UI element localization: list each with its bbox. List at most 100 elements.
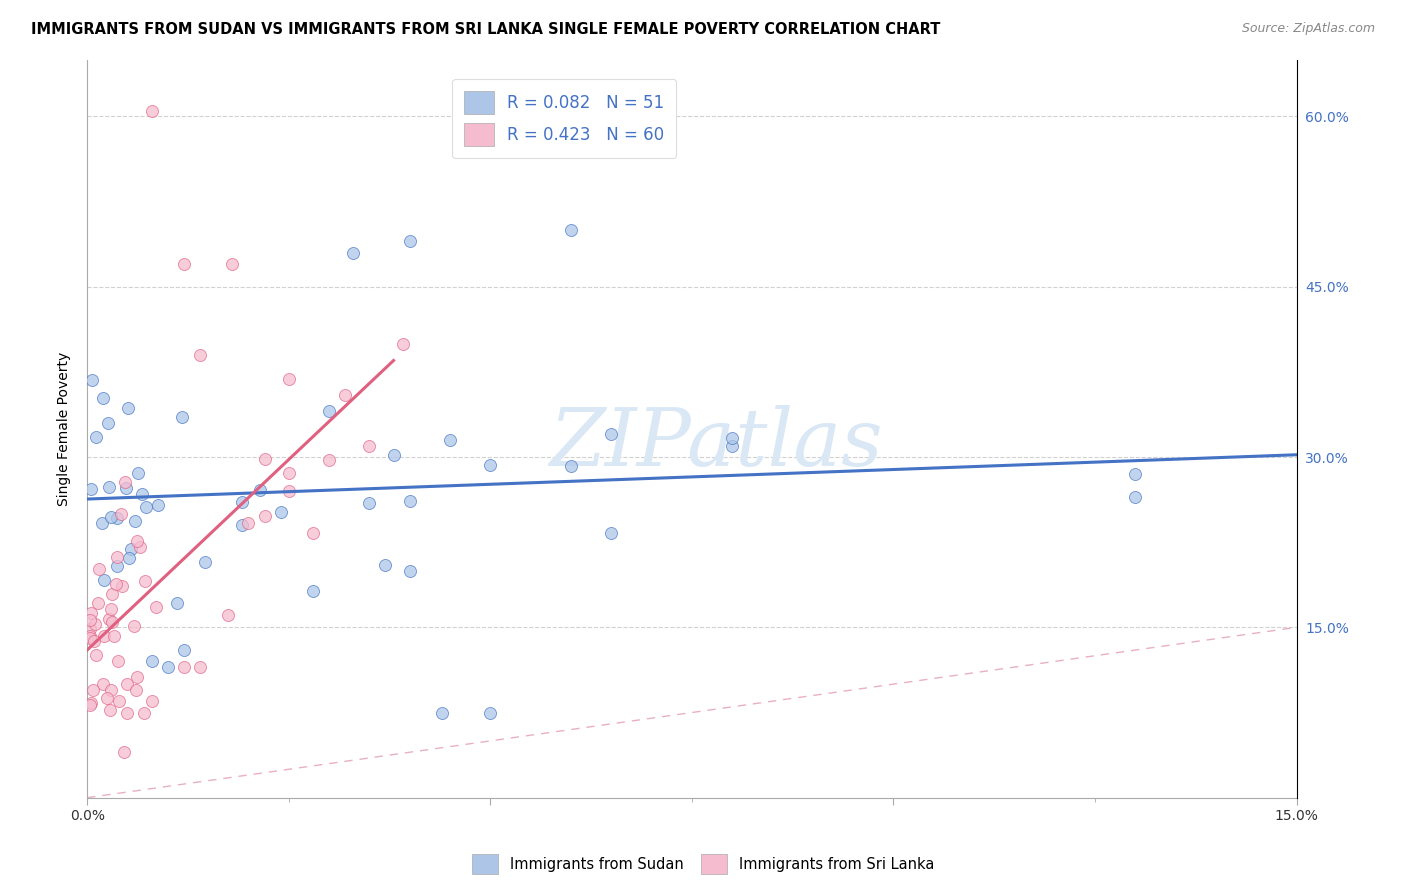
Point <box>105 559 128 574</box>
Point <box>125 670 148 684</box>
Point <box>115 481 138 495</box>
Point <box>439 433 461 447</box>
Point <box>79 698 101 713</box>
Point <box>170 410 193 425</box>
Point <box>135 500 157 515</box>
Point <box>79 632 101 646</box>
Point <box>101 615 124 629</box>
Point <box>302 526 325 541</box>
Point <box>108 694 131 708</box>
Point <box>117 677 139 691</box>
Point <box>134 574 156 589</box>
Point <box>392 336 415 351</box>
Point <box>318 453 340 467</box>
Text: ZIPatlas: ZIPatlas <box>550 405 883 483</box>
Point <box>129 540 152 554</box>
Point <box>277 372 299 386</box>
Legend: R = 0.082   N = 51, R = 0.423   N = 60: R = 0.082 N = 51, R = 0.423 N = 60 <box>453 79 676 158</box>
Point <box>277 467 299 481</box>
Point <box>398 494 420 508</box>
Point <box>253 509 276 524</box>
Point <box>173 643 195 657</box>
Point <box>84 648 107 663</box>
Point <box>479 458 502 472</box>
Point <box>80 607 103 621</box>
Point <box>1125 467 1147 481</box>
Point <box>101 587 124 601</box>
Point <box>83 634 105 648</box>
Point <box>111 579 134 593</box>
Point <box>117 401 139 416</box>
Point <box>600 427 623 442</box>
Point <box>91 391 114 405</box>
Point <box>721 439 744 453</box>
Point <box>107 654 129 668</box>
Point <box>277 484 299 499</box>
Point <box>91 516 114 530</box>
Point <box>127 466 149 480</box>
Point <box>87 596 110 610</box>
Point <box>100 510 122 524</box>
Point <box>173 257 195 271</box>
Point <box>79 622 101 636</box>
Point <box>131 487 153 501</box>
Point <box>79 629 101 643</box>
Point <box>270 505 292 519</box>
Point <box>231 495 253 509</box>
Point <box>382 448 405 462</box>
Point <box>238 516 260 530</box>
Point <box>114 475 136 490</box>
Point <box>145 600 167 615</box>
Point <box>141 654 163 668</box>
Point <box>721 431 744 445</box>
Point <box>91 677 114 691</box>
Legend: Immigrants from Sudan, Immigrants from Sri Lanka: Immigrants from Sudan, Immigrants from S… <box>465 848 941 880</box>
Point <box>318 404 340 418</box>
Point <box>166 596 188 610</box>
Text: IMMIGRANTS FROM SUDAN VS IMMIGRANTS FROM SRI LANKA SINGLE FEMALE POVERTY CORRELA: IMMIGRANTS FROM SUDAN VS IMMIGRANTS FROM… <box>31 22 941 37</box>
Point <box>124 618 146 632</box>
Point <box>96 691 118 706</box>
Point <box>104 576 127 591</box>
Point <box>398 234 420 248</box>
Point <box>80 373 103 387</box>
Point <box>98 703 121 717</box>
Point <box>120 542 142 557</box>
Point <box>105 510 128 524</box>
Point <box>100 682 122 697</box>
Point <box>359 439 381 453</box>
Point <box>93 573 115 587</box>
Point <box>333 388 356 402</box>
Point <box>560 223 582 237</box>
Point <box>231 518 253 533</box>
Point <box>83 616 105 631</box>
Point <box>124 682 146 697</box>
Point <box>110 507 132 521</box>
Point <box>249 483 271 498</box>
Point <box>430 706 453 720</box>
Y-axis label: Single Female Poverty: Single Female Poverty <box>58 351 72 506</box>
Point <box>93 629 115 643</box>
Point <box>173 660 195 674</box>
Point <box>141 694 163 708</box>
Point <box>125 533 148 548</box>
Point <box>156 660 179 674</box>
Point <box>132 706 155 720</box>
Point <box>188 348 211 362</box>
Point <box>148 498 170 512</box>
Point <box>359 496 381 510</box>
Point <box>107 550 129 565</box>
Point <box>398 564 420 578</box>
Point <box>253 451 276 466</box>
Point <box>86 430 108 444</box>
Text: Source: ZipAtlas.com: Source: ZipAtlas.com <box>1241 22 1375 36</box>
Point <box>1125 490 1147 504</box>
Point <box>188 660 211 674</box>
Point <box>103 629 125 643</box>
Point <box>141 103 163 118</box>
Point <box>98 612 121 626</box>
Point <box>193 555 215 569</box>
Point <box>221 257 243 271</box>
Point <box>118 551 141 566</box>
Point <box>80 482 103 496</box>
